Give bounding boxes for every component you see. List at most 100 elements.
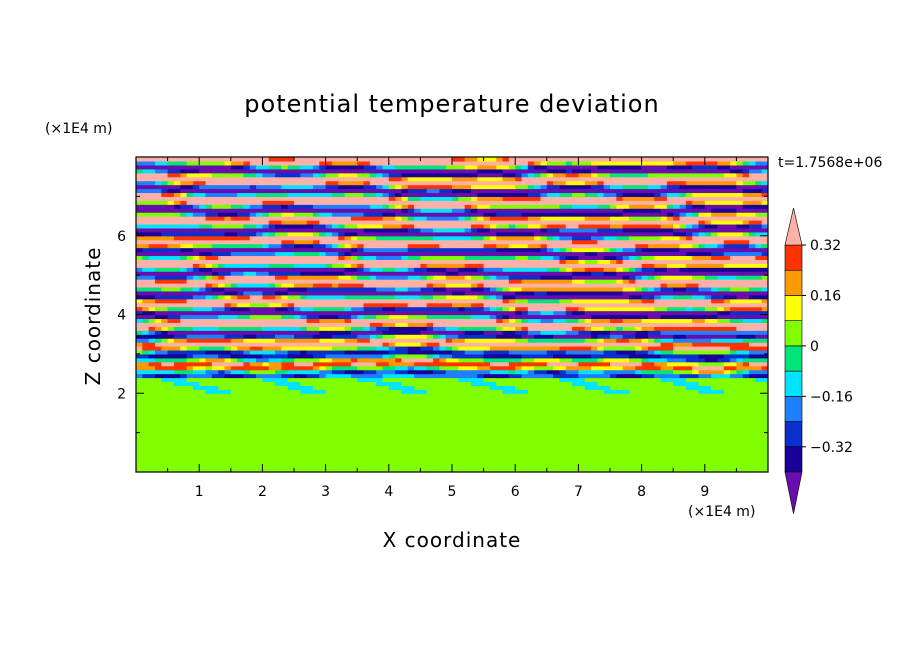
heatmap-cell	[654, 361, 662, 367]
heatmap-cell	[591, 452, 598, 457]
heatmap-cell	[704, 310, 712, 316]
heatmap-cell	[243, 412, 251, 418]
heatmap-cell	[628, 448, 636, 453]
heatmap-cell	[470, 318, 478, 323]
heatmap-cell	[565, 405, 573, 410]
heatmap-cell	[749, 385, 756, 390]
heatmap-cell	[489, 444, 497, 449]
heatmap-cell	[540, 314, 548, 320]
heatmap-cell	[420, 353, 428, 359]
heatmap-cell	[654, 318, 662, 323]
heatmap-cell	[230, 361, 238, 367]
heatmap-cell	[357, 298, 365, 304]
heatmap-cell	[173, 440, 181, 446]
heatmap-cell	[559, 275, 567, 280]
heatmap-cell	[388, 401, 396, 406]
heatmap-cell	[205, 405, 213, 410]
heatmap-cell	[211, 365, 219, 371]
heatmap-cell	[262, 326, 270, 331]
heatmap-cell	[483, 322, 491, 327]
heatmap-cell	[388, 298, 396, 304]
heatmap-cell	[382, 405, 390, 410]
heatmap-cell	[369, 416, 377, 422]
heatmap-cell	[717, 448, 725, 453]
heatmap-cell	[534, 294, 542, 300]
heatmap-cell	[237, 452, 245, 457]
heatmap-cell	[692, 275, 700, 280]
heatmap-cell	[723, 456, 731, 461]
heatmap-cell	[154, 330, 162, 335]
heatmap-cell	[407, 456, 415, 461]
heatmap-cell	[755, 448, 763, 453]
heatmap-cell	[679, 286, 687, 292]
heatmap-cell	[376, 412, 384, 418]
heatmap-cell	[508, 397, 516, 402]
heatmap-cell	[679, 448, 687, 453]
heatmap-cell	[350, 369, 358, 375]
heatmap-cell	[685, 361, 693, 367]
heatmap-cell	[736, 373, 744, 379]
heatmap-cell	[736, 346, 744, 351]
heatmap-cell	[230, 279, 238, 284]
heatmap-cell	[275, 432, 282, 438]
heatmap-cell	[527, 357, 535, 363]
heatmap-cell	[584, 365, 592, 371]
heatmap-cell	[540, 416, 548, 422]
heatmap-cell	[628, 322, 636, 327]
heatmap-cell	[268, 405, 276, 410]
heatmap-cell	[742, 460, 750, 465]
heatmap-cell	[395, 334, 403, 339]
heatmap-cell	[559, 385, 567, 390]
heatmap-cell	[553, 393, 561, 398]
heatmap-cell	[287, 310, 295, 316]
heatmap-cell	[420, 409, 428, 414]
heatmap-cell	[749, 393, 756, 398]
heatmap-cell	[142, 436, 150, 442]
heatmap-cell	[268, 420, 276, 426]
heatmap-cell	[205, 294, 213, 300]
heatmap-cell	[635, 322, 643, 327]
heatmap-cell	[452, 468, 459, 472]
heatmap-cell	[388, 314, 396, 320]
heatmap-cell	[603, 353, 611, 359]
heatmap-cell	[230, 283, 238, 288]
heatmap-cell	[388, 440, 396, 446]
heatmap-cell	[666, 275, 674, 280]
heatmap-cell	[527, 361, 535, 367]
heatmap-cell	[603, 381, 611, 386]
heatmap-cell	[489, 428, 497, 434]
heatmap-cell	[635, 385, 643, 390]
heatmap-cell	[331, 349, 339, 355]
heatmap-cell	[325, 314, 333, 320]
heatmap-cell	[572, 275, 579, 280]
heatmap-cell	[161, 326, 169, 331]
heatmap-cell	[325, 397, 333, 402]
heatmap-cell	[704, 294, 712, 300]
heatmap-cell	[363, 393, 371, 398]
heatmap-cell	[237, 298, 245, 304]
heatmap-cell	[395, 397, 403, 402]
heatmap-cell	[382, 369, 390, 375]
heatmap-cell	[470, 283, 478, 288]
heatmap-cell	[148, 318, 156, 323]
heatmap-cell	[401, 393, 409, 398]
heatmap-cell	[363, 286, 371, 292]
heatmap-cell	[692, 318, 700, 323]
heatmap-cell	[319, 385, 327, 390]
heatmap-cell	[660, 361, 668, 367]
heatmap-cell	[218, 420, 226, 426]
heatmap-cell	[294, 456, 301, 461]
heatmap-cell	[230, 310, 238, 316]
heatmap-cell	[180, 436, 188, 442]
heatmap-cell	[142, 405, 150, 410]
heatmap-cell	[281, 361, 289, 367]
heatmap-cell	[142, 416, 150, 422]
heatmap-cell	[553, 342, 561, 347]
heatmap-cell	[148, 290, 156, 296]
heatmap-cell	[692, 369, 700, 375]
heatmap-cell	[704, 381, 712, 386]
heatmap-cell	[508, 369, 516, 375]
heatmap-cell	[622, 361, 630, 367]
heatmap-cell	[578, 365, 586, 371]
heatmap-cell	[458, 369, 466, 375]
